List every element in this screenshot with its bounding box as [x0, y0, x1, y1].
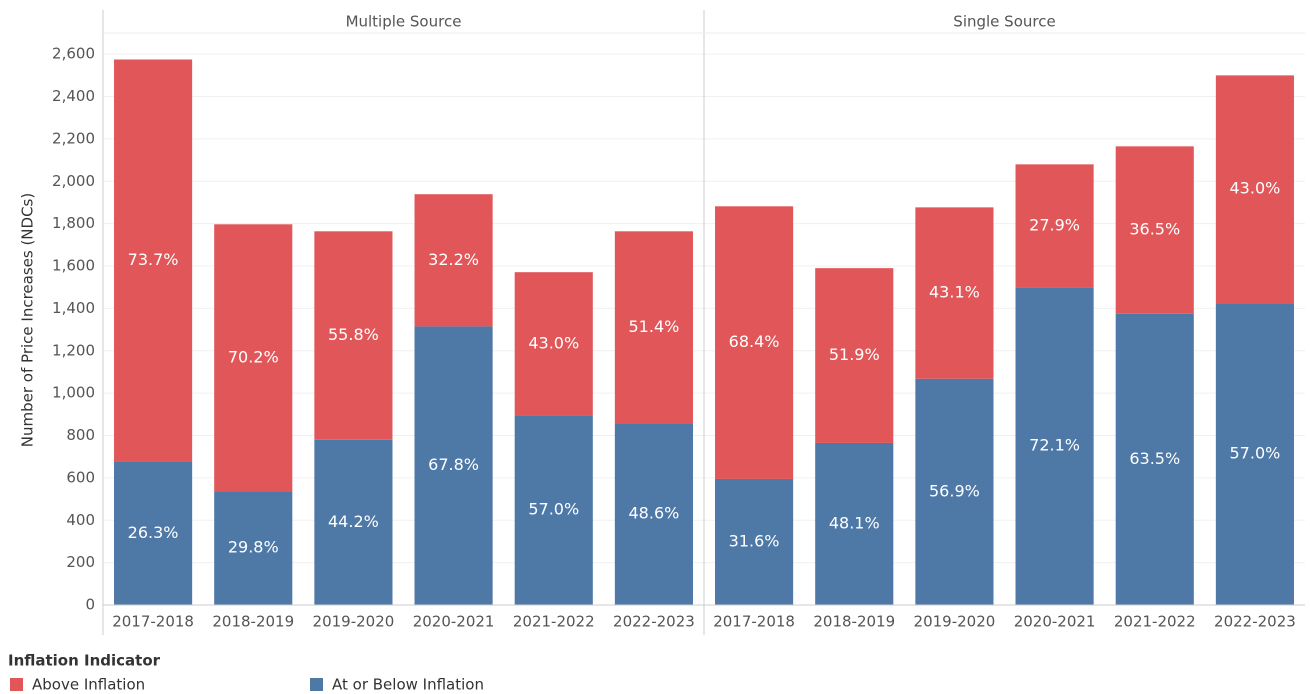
- legend-swatch: [10, 678, 23, 691]
- y-tick-label: 400: [66, 511, 95, 529]
- segment-label: 44.2%: [328, 512, 379, 531]
- bar-segment: [614, 231, 693, 424]
- y-tick-label: 1,800: [52, 214, 95, 232]
- bar-segment: [1015, 287, 1094, 605]
- y-tick-label: 800: [66, 426, 95, 444]
- y-tick-label: 0: [85, 596, 95, 614]
- bar-segment: [414, 194, 493, 327]
- bar-segment: [1115, 313, 1194, 605]
- y-tick-label: 1,000: [52, 384, 95, 402]
- bar-segment: [715, 206, 794, 479]
- bar-segment: [314, 231, 393, 440]
- bar-segment: [1015, 164, 1094, 288]
- segment-label: 48.6%: [629, 504, 680, 523]
- bar-segment: [915, 378, 994, 605]
- segment-label: 51.4%: [629, 317, 680, 336]
- segment-label: 68.4%: [729, 332, 780, 351]
- bar-segment: [114, 461, 193, 605]
- x-tick-label: 2018-2019: [813, 613, 895, 631]
- segment-label: 36.5%: [1129, 220, 1180, 239]
- segment-label: 43.0%: [1230, 179, 1281, 198]
- segment-label: 72.1%: [1029, 436, 1080, 455]
- panel-title: Multiple Source: [346, 13, 462, 31]
- x-tick-label: 2018-2019: [212, 613, 294, 631]
- segment-label: 51.9%: [829, 345, 880, 364]
- y-tick-label: 1,200: [52, 341, 95, 359]
- bar-segment: [1215, 75, 1294, 304]
- segment-label: 67.8%: [428, 455, 479, 474]
- bar-segment: [114, 59, 193, 462]
- x-tick-label: 2017-2018: [112, 613, 194, 631]
- x-tick-label: 2017-2018: [713, 613, 795, 631]
- y-tick-label: 2,600: [52, 45, 95, 63]
- bar-segment: [815, 442, 894, 605]
- x-tick-label: 2022-2023: [613, 613, 695, 631]
- bar-segment: [314, 439, 393, 605]
- y-tick-label: 1,400: [52, 299, 95, 317]
- segment-label: 56.9%: [929, 481, 980, 500]
- segment-label: 70.2%: [228, 347, 279, 366]
- bar-segment: [514, 272, 593, 416]
- segment-label: 57.0%: [528, 500, 579, 519]
- segment-label: 31.6%: [729, 531, 780, 550]
- legend-label: Above Inflation: [32, 676, 145, 694]
- segment-label: 63.5%: [1129, 449, 1180, 468]
- y-tick-label: 600: [66, 468, 95, 486]
- bar-segment: [214, 491, 293, 605]
- segment-label: 26.3%: [128, 523, 179, 542]
- x-tick-label: 2022-2023: [1214, 613, 1296, 631]
- y-tick-label: 1,600: [52, 257, 95, 275]
- y-tick-label: 2,200: [52, 129, 95, 147]
- segment-label: 27.9%: [1029, 215, 1080, 234]
- x-tick-label: 2019-2020: [313, 613, 395, 631]
- x-tick-label: 2019-2020: [914, 613, 996, 631]
- segment-label: 48.1%: [829, 513, 880, 532]
- x-tick-label: 2021-2022: [513, 613, 595, 631]
- segment-label: 43.0%: [528, 333, 579, 352]
- legend-label: At or Below Inflation: [332, 676, 484, 694]
- bar-segment: [815, 268, 894, 443]
- y-tick-label: 2,400: [52, 87, 95, 105]
- y-tick-label: 2,000: [52, 172, 95, 190]
- segment-label: 55.8%: [328, 325, 379, 344]
- bar-segment: [614, 423, 693, 605]
- y-tick-label: 200: [66, 553, 95, 571]
- bar-segment: [1115, 146, 1194, 314]
- segment-label: 57.0%: [1230, 444, 1281, 463]
- x-tick-label: 2021-2022: [1114, 613, 1196, 631]
- bar-segment: [915, 207, 994, 379]
- legend-swatch: [310, 678, 323, 691]
- segment-label: 32.2%: [428, 250, 479, 269]
- segment-label: 29.8%: [228, 538, 279, 557]
- x-tick-label: 2020-2021: [413, 613, 495, 631]
- legend-title: Inflation Indicator: [8, 652, 161, 670]
- panel-title: Single Source: [953, 13, 1055, 31]
- bar-segment: [514, 415, 593, 605]
- segment-label: 43.1%: [929, 283, 980, 302]
- bar-segment: [214, 224, 293, 492]
- y-axis-title: Number of Price Increases (NDCs): [19, 193, 37, 447]
- bar-segment: [414, 326, 493, 605]
- bar-segment: [1215, 303, 1294, 605]
- x-tick-label: 2020-2021: [1014, 613, 1096, 631]
- segment-label: 73.7%: [128, 250, 179, 269]
- bar-segment: [715, 478, 794, 605]
